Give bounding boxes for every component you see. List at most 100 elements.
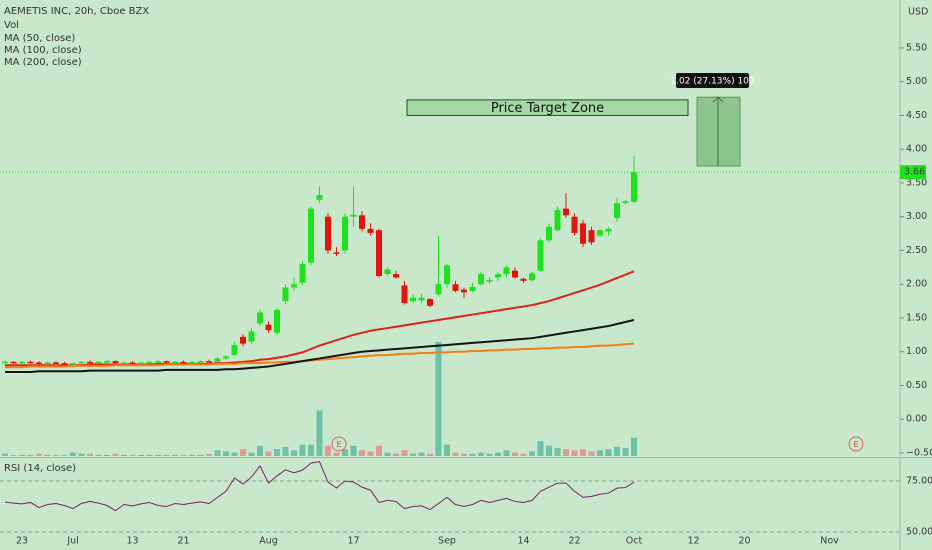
volume-bar — [495, 452, 501, 456]
candle-body — [393, 274, 399, 278]
volume-bar — [172, 454, 178, 456]
volume-bar — [248, 452, 255, 456]
volume-bar — [19, 454, 25, 456]
x-tick-label: 23 — [16, 536, 28, 547]
projection-label: 1.02 (27.13%) 102 — [670, 77, 754, 87]
moving-average-line — [5, 270, 635, 367]
candle-body — [10, 361, 17, 364]
candle-body — [163, 361, 170, 363]
x-tick-label: Oct — [626, 536, 643, 547]
candle-body — [350, 214, 357, 217]
volume-bar — [36, 453, 42, 456]
candle-body — [87, 361, 93, 364]
candle-body — [291, 284, 297, 288]
x-tick-label: Jul — [66, 536, 78, 547]
candle-body — [146, 361, 153, 364]
volume-bar — [393, 453, 399, 456]
y-tick-label: 0.50 — [906, 380, 927, 391]
x-tick-label: Aug — [259, 536, 278, 547]
candle-body — [214, 358, 221, 362]
legend-volume: Vol — [4, 20, 19, 31]
volume-bar — [223, 451, 229, 456]
volume-bar — [197, 454, 204, 456]
candle-body — [223, 356, 229, 359]
volume-bar — [155, 454, 161, 456]
x-tick-label: Sep — [438, 536, 456, 547]
volume-bar — [614, 446, 620, 456]
candle-body — [197, 361, 204, 363]
rsi-tick-label: 75.00 — [906, 476, 932, 487]
volume-bar — [214, 450, 221, 456]
candle-body — [427, 299, 433, 306]
moving-average-line — [5, 318, 635, 373]
volume-bar — [597, 450, 603, 456]
earnings-label: E — [336, 440, 341, 449]
candle-body — [622, 201, 629, 204]
volume-bar — [231, 452, 238, 456]
candle-body — [44, 362, 51, 364]
volume-bar — [146, 454, 153, 456]
candle-body — [469, 286, 476, 291]
candle-body — [503, 267, 510, 275]
candle-body — [325, 216, 331, 251]
candle-body — [418, 297, 425, 301]
volume-bar — [486, 453, 493, 456]
earnings-label: E — [853, 440, 858, 449]
volume-bar — [129, 454, 136, 456]
candle-body — [155, 361, 161, 363]
earnings-marker — [331, 436, 347, 452]
volume-bar — [316, 410, 323, 456]
candle-body — [537, 240, 544, 271]
volume-bar — [180, 454, 187, 456]
volume-bar — [87, 453, 93, 456]
candle-body — [121, 362, 127, 364]
target-zone — [406, 99, 689, 116]
volume-bar — [580, 449, 586, 456]
candle-body — [189, 361, 195, 364]
x-tick-label: 22 — [568, 536, 580, 547]
target-zone-label: Price Target Zone — [491, 101, 604, 116]
volume-bar — [461, 453, 467, 456]
volume-bar — [401, 450, 408, 456]
candle-body — [359, 215, 365, 229]
candle-body — [546, 226, 552, 241]
candle-body — [444, 265, 450, 285]
candle-body — [172, 361, 178, 364]
candle-body — [452, 284, 459, 291]
volume-bar — [376, 445, 382, 456]
y-tick-label: 0.00 — [906, 414, 927, 425]
volume-bar — [367, 451, 374, 456]
y-tick-label: 3.50 — [906, 177, 927, 188]
volume-bar — [308, 444, 314, 456]
candle-body — [478, 274, 484, 285]
y-tick-label: 2.50 — [906, 245, 927, 256]
volume-bar — [282, 446, 289, 456]
candle-body — [129, 362, 136, 364]
candle-body — [19, 361, 25, 364]
volume-bar — [537, 441, 544, 456]
candle-body — [376, 230, 382, 277]
candle-body — [495, 274, 501, 278]
volume-bar — [631, 437, 637, 456]
y-tick-label: 5.50 — [906, 42, 927, 53]
chart-title: AEMETIS INC, 20h, Cboe BZX — [4, 6, 149, 17]
volume-bar — [2, 453, 8, 456]
volume-bar — [605, 449, 612, 456]
volume-bar — [571, 450, 578, 456]
candle-body — [2, 361, 8, 364]
candle-body — [308, 208, 314, 263]
rsi-line — [4, 461, 635, 512]
candle-body — [231, 344, 238, 356]
volume-bar — [410, 453, 416, 456]
volume-bar — [359, 450, 365, 456]
y-tick-label: 2.00 — [906, 279, 927, 290]
candle-body — [282, 287, 289, 302]
x-tick-label: 12 — [687, 536, 699, 547]
volume-bar — [95, 454, 102, 456]
legend-ma: MA (100, close) — [4, 45, 82, 56]
volume-bar — [291, 450, 297, 456]
volume-bar — [427, 453, 433, 456]
volume-bar — [546, 445, 552, 456]
